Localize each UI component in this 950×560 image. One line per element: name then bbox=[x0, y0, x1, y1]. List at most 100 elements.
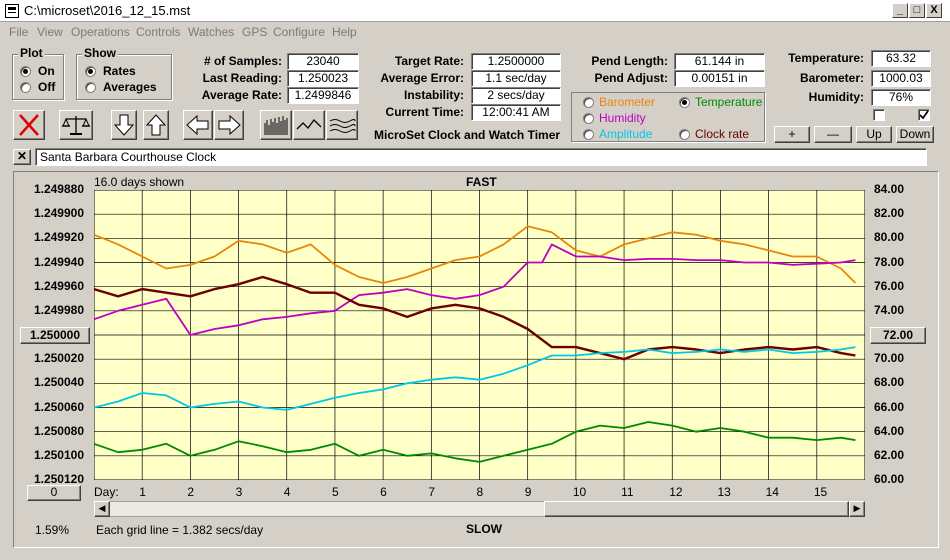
arrow-up-icon bbox=[145, 114, 167, 136]
left-axis-tick: 1.250040 bbox=[33, 375, 84, 390]
left-center-button[interactable]: 1.250000 bbox=[20, 327, 90, 344]
samples-field: 23040 bbox=[287, 53, 359, 70]
app-icon[interactable] bbox=[5, 4, 19, 18]
close-button[interactable]: X bbox=[926, 3, 942, 18]
left-axis-tick: 1.249900 bbox=[33, 206, 84, 221]
menu-configure[interactable]: Configure bbox=[273, 25, 326, 39]
show-rates-label[interactable]: Rates bbox=[103, 64, 136, 78]
day-tick: 5 bbox=[331, 485, 339, 499]
day-tick: 4 bbox=[283, 485, 291, 499]
clock-rate-radio[interactable] bbox=[679, 129, 690, 140]
pend-adjust-label: Pend Adjust: bbox=[594, 71, 668, 85]
menu-operations[interactable]: Operations bbox=[71, 25, 130, 39]
plot-off-radio[interactable] bbox=[20, 82, 31, 93]
barometer-field: 1000.03 bbox=[871, 70, 931, 87]
options-group bbox=[571, 92, 765, 142]
title-bar: C:\microset\2016_12_15.mst _ □ X bbox=[0, 0, 950, 22]
up-button[interactable]: Up bbox=[856, 126, 892, 143]
menu-file[interactable]: File bbox=[9, 25, 29, 39]
series-humidity bbox=[94, 243, 856, 336]
day-tick: 8 bbox=[476, 485, 484, 499]
barometer-radio[interactable] bbox=[583, 97, 594, 108]
line-chart-button[interactable] bbox=[293, 110, 325, 140]
left-axis-tick: 1.249980 bbox=[33, 302, 84, 317]
move-up-button[interactable] bbox=[143, 110, 169, 140]
clear-button[interactable]: ✕ bbox=[13, 149, 31, 165]
clock-name-field[interactable]: Santa Barbara Courthouse Clock bbox=[35, 148, 927, 166]
show-group-title: Show bbox=[82, 46, 118, 60]
right-axis-tick: 68.00 bbox=[874, 375, 905, 390]
checkbox-1[interactable] bbox=[873, 109, 885, 121]
day-tick: 11 bbox=[621, 485, 634, 499]
plot-on-radio[interactable] bbox=[20, 66, 31, 77]
scroll-right-button[interactable]: ▶ bbox=[849, 501, 865, 517]
bar-chart-button[interactable] bbox=[260, 110, 292, 140]
arrow-down-icon bbox=[113, 114, 135, 136]
menu-help[interactable]: Help bbox=[332, 25, 357, 39]
menu-watches[interactable]: Watches bbox=[188, 25, 235, 39]
down-button[interactable]: Down bbox=[896, 126, 934, 143]
right-axis-tick: 84.00 bbox=[874, 182, 905, 196]
move-right-button[interactable] bbox=[214, 110, 244, 140]
move-down-button[interactable] bbox=[111, 110, 137, 140]
bar-chart-icon bbox=[264, 116, 288, 135]
plot-on-label[interactable]: On bbox=[38, 64, 55, 78]
show-group bbox=[76, 54, 172, 100]
minimize-button[interactable]: _ bbox=[892, 3, 908, 18]
series-amplitude bbox=[94, 346, 856, 411]
grid-note: Each grid line = 1.382 secs/day bbox=[96, 523, 264, 537]
percent-label: 1.59% bbox=[35, 523, 70, 537]
day-tick: 13 bbox=[717, 485, 731, 499]
show-averages-radio[interactable] bbox=[85, 82, 96, 93]
minus-button[interactable]: — bbox=[814, 126, 852, 143]
amplitude-option[interactable]: Amplitude bbox=[599, 127, 653, 141]
stop-button[interactable] bbox=[13, 110, 45, 140]
instability-field: 2 secs/day bbox=[471, 87, 561, 104]
humidity-option[interactable]: Humidity bbox=[599, 111, 646, 125]
plot-off-label[interactable]: Off bbox=[38, 80, 56, 94]
arrow-left-icon bbox=[186, 114, 209, 136]
scroll-left-button[interactable]: ◀ bbox=[94, 501, 110, 517]
menu-gps[interactable]: GPS bbox=[242, 25, 268, 39]
right-axis-tick: 74.00 bbox=[874, 302, 905, 317]
scroll-thumb[interactable] bbox=[544, 501, 849, 517]
temperature-radio[interactable] bbox=[679, 97, 690, 108]
close-x-icon: ✕ bbox=[16, 149, 28, 163]
temperature-option[interactable]: Temperature bbox=[695, 95, 763, 109]
checkbox-2[interactable] bbox=[918, 109, 930, 121]
left-axis-tick: 1.250020 bbox=[33, 351, 84, 366]
current-time-label: Current Time: bbox=[385, 105, 464, 119]
smooth-chart-button[interactable] bbox=[326, 110, 358, 140]
day-tick: 9 bbox=[524, 485, 532, 499]
amplitude-radio[interactable] bbox=[583, 129, 594, 140]
chart-panel bbox=[13, 171, 939, 548]
right-axis-tick: 80.00 bbox=[874, 230, 905, 245]
left-axis-tick: 1.250120 bbox=[33, 472, 84, 486]
samples-label: # of Samples: bbox=[203, 54, 282, 68]
humidity-radio[interactable] bbox=[583, 113, 594, 124]
clock-rate-option[interactable]: Clock rate bbox=[695, 127, 750, 141]
temperature-label: Temperature: bbox=[788, 51, 864, 65]
menu-controls[interactable]: Controls bbox=[136, 25, 181, 39]
right-axis-tick: 66.00 bbox=[874, 399, 905, 414]
left-zero-button[interactable]: 0 bbox=[27, 485, 81, 501]
target-rate-label: Target Rate: bbox=[394, 54, 464, 68]
day-tick: 3 bbox=[235, 485, 243, 499]
show-rates-radio[interactable] bbox=[85, 66, 96, 77]
show-averages-label[interactable]: Averages bbox=[103, 80, 157, 94]
smooth-wave-icon bbox=[329, 119, 356, 133]
plus-button[interactable]: + bbox=[774, 126, 810, 143]
average-rate-label: Average Rate: bbox=[201, 88, 282, 102]
right-center-button[interactable]: 72.00 bbox=[870, 327, 926, 344]
move-left-button[interactable] bbox=[183, 110, 213, 140]
app-subtitle: MicroSet Clock and Watch Timer bbox=[374, 128, 561, 142]
balance-button[interactable] bbox=[59, 110, 93, 140]
last-reading-label: Last Reading: bbox=[202, 71, 282, 85]
arrow-right-icon bbox=[218, 114, 241, 136]
maximize-button[interactable]: □ bbox=[909, 3, 925, 18]
target-rate-field[interactable]: 1.2500000 bbox=[471, 53, 561, 70]
barometer-option[interactable]: Barometer bbox=[599, 95, 656, 109]
day-tick: 1 bbox=[139, 485, 146, 499]
menu-view[interactable]: View bbox=[37, 25, 63, 39]
days-shown-label: 16.0 days shown bbox=[94, 175, 185, 189]
